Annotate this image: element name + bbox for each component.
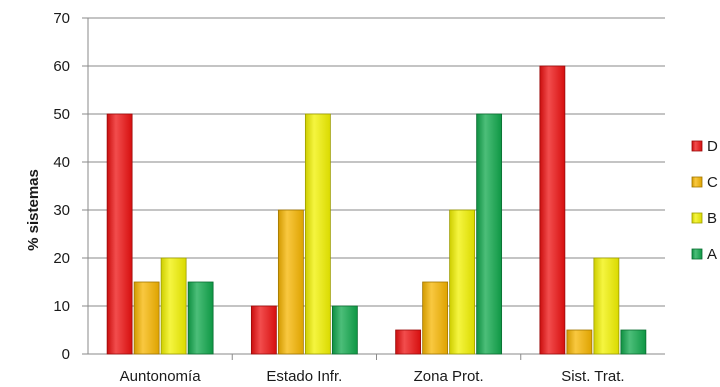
legend-label: A xyxy=(707,246,717,263)
y-tick-label: 40 xyxy=(53,154,70,171)
bar-A-1 xyxy=(331,305,358,355)
bars xyxy=(106,65,647,355)
bar-A-3 xyxy=(620,329,647,355)
x-tick-label: Auntonomía xyxy=(120,368,202,385)
bar-C-1 xyxy=(277,209,304,355)
y-tick-label: 30 xyxy=(53,202,70,219)
bar-C-2 xyxy=(422,281,449,355)
y-tick-label: 0 xyxy=(62,346,70,363)
legend-swatch xyxy=(691,140,703,152)
legend-swatch xyxy=(691,248,703,260)
x-tick-labels: Auntonomía Estado Infr. Zona Prot. Sist. Tr… xyxy=(120,368,625,385)
bar-A-2 xyxy=(476,113,503,355)
legend-swatch xyxy=(691,212,703,224)
bar-B-2 xyxy=(449,209,476,355)
bar-D-0 xyxy=(106,113,133,355)
bar-C-0 xyxy=(133,281,160,355)
bar-B-1 xyxy=(304,113,331,355)
legend-label: D xyxy=(707,138,718,155)
legend-item-D: D xyxy=(691,138,718,155)
legend-label: B xyxy=(707,210,717,227)
bar-A-0 xyxy=(187,281,214,355)
bar-D-3 xyxy=(539,65,566,355)
bar-D-1 xyxy=(250,305,277,355)
x-tick-label: Estado Infr. xyxy=(266,368,342,385)
bar-D-2 xyxy=(395,329,422,355)
y-tick-label: 10 xyxy=(53,298,70,315)
y-tick-label: 70 xyxy=(53,10,70,27)
y-tick-label: 50 xyxy=(53,106,70,123)
y-tick-label: 20 xyxy=(53,250,70,267)
legend-item-C: C xyxy=(691,174,718,191)
legend-item-B: B xyxy=(691,210,717,227)
legend: D C B A xyxy=(691,138,718,263)
legend-swatch xyxy=(691,176,703,188)
legend-label: C xyxy=(707,174,718,191)
y-tick-labels: 0 10 20 30 40 50 60 70 xyxy=(53,10,70,363)
bar-B-0 xyxy=(160,257,187,355)
y-tick-label: 60 xyxy=(53,58,70,75)
bar-B-3 xyxy=(593,257,620,355)
legend-item-A: A xyxy=(691,246,717,263)
x-tick-label: Zona Prot. xyxy=(414,368,484,385)
y-axis-label: % sistemas xyxy=(25,169,42,251)
bar-C-3 xyxy=(566,329,593,355)
x-tick-label: Sist. Trat. xyxy=(561,368,624,385)
